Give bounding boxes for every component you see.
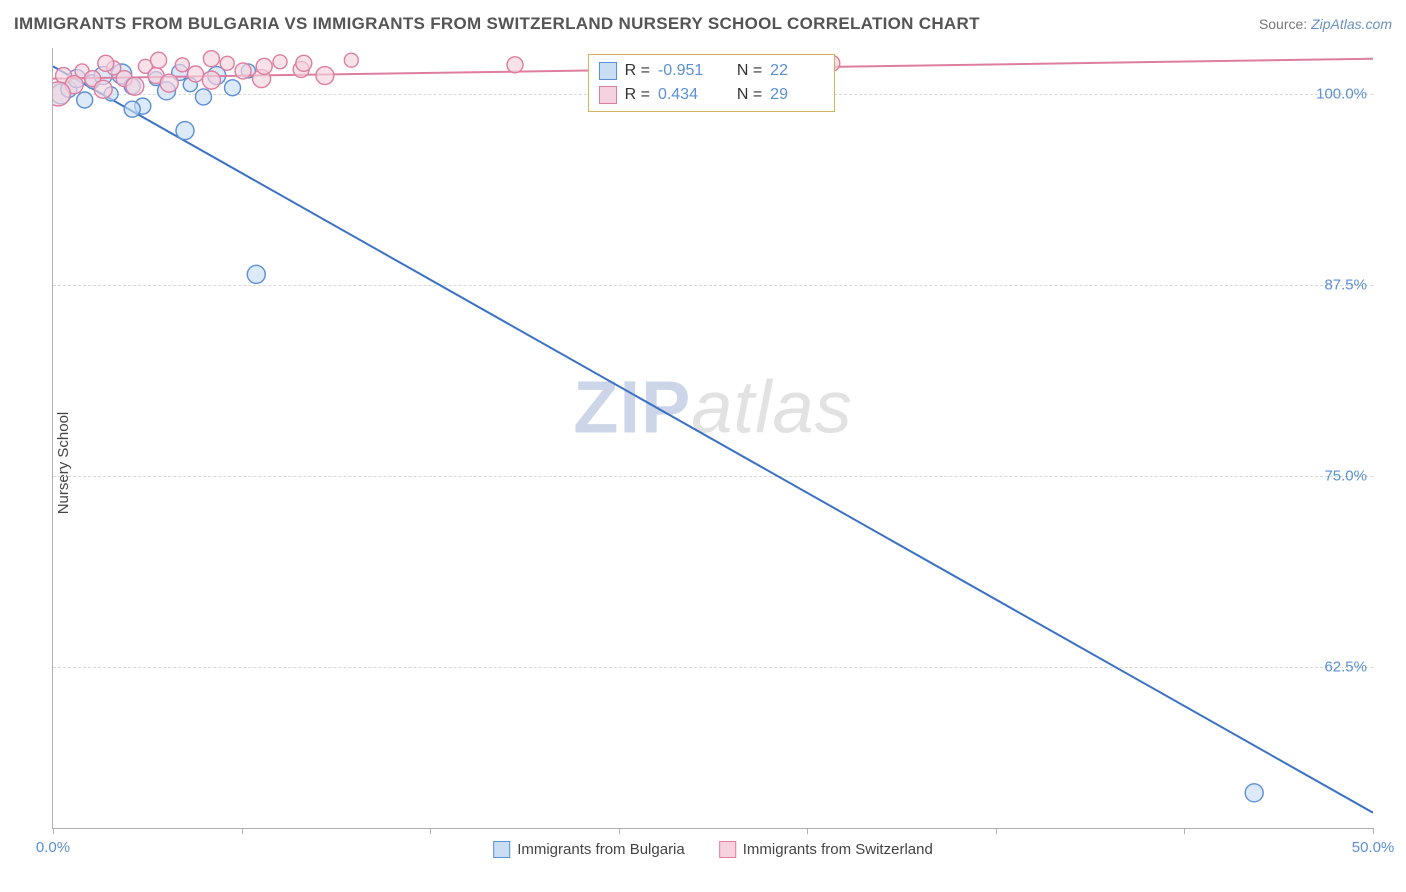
data-point[interactable] xyxy=(77,92,93,108)
trend-line xyxy=(53,66,1373,812)
data-point[interactable] xyxy=(160,74,178,92)
data-point[interactable] xyxy=(124,101,140,117)
legend-swatch xyxy=(719,841,736,858)
data-point[interactable] xyxy=(98,55,114,71)
data-point[interactable] xyxy=(188,66,204,82)
data-point[interactable] xyxy=(203,51,219,67)
chart-title: IMMIGRANTS FROM BULGARIA VS IMMIGRANTS F… xyxy=(14,14,980,34)
legend-swatch xyxy=(599,62,617,80)
stat-r-label: R = xyxy=(625,59,650,83)
stats-row: R = -0.951 N = 22 xyxy=(599,59,825,83)
x-tick xyxy=(619,828,620,834)
legend-item[interactable]: Immigrants from Bulgaria xyxy=(493,841,685,858)
data-point[interactable] xyxy=(344,53,358,67)
x-tick-label: 50.0% xyxy=(1352,839,1395,856)
x-tick xyxy=(242,828,243,834)
legend: Immigrants from Bulgaria Immigrants from … xyxy=(493,841,933,858)
x-tick xyxy=(1184,828,1185,834)
stat-r-label: R = xyxy=(625,83,650,107)
stats-row: R = 0.434 N = 29 xyxy=(599,83,825,107)
x-tick xyxy=(430,828,431,834)
x-tick-label: 0.0% xyxy=(36,839,70,856)
data-point[interactable] xyxy=(126,77,144,95)
data-point[interactable] xyxy=(151,52,167,68)
data-point[interactable] xyxy=(175,58,189,72)
source-link[interactable]: ZipAtlas.com xyxy=(1311,16,1392,32)
stats-box: R = -0.951 N = 22R = 0.434 N = 29 xyxy=(588,54,836,112)
source-prefix: Source: xyxy=(1259,16,1311,32)
legend-swatch xyxy=(599,86,617,104)
data-point[interactable] xyxy=(220,56,234,70)
stat-n-value: 22 xyxy=(770,59,824,83)
data-point[interactable] xyxy=(296,55,312,71)
x-tick xyxy=(807,828,808,834)
legend-label: Immigrants from Switzerland xyxy=(743,841,933,858)
data-point[interactable] xyxy=(225,80,241,96)
stat-n-value: 29 xyxy=(770,83,824,107)
data-point[interactable] xyxy=(53,82,70,106)
stat-n-label: N = xyxy=(737,59,762,83)
stat-n-label: N = xyxy=(737,83,762,107)
data-point[interactable] xyxy=(256,58,272,74)
data-point[interactable] xyxy=(235,63,251,79)
source-label: Source: ZipAtlas.com xyxy=(1259,16,1392,32)
chart-container: Nursery School ZIPatlas 62.5%75.0%87.5%1… xyxy=(14,48,1392,878)
legend-label: Immigrants from Bulgaria xyxy=(517,841,685,858)
data-point[interactable] xyxy=(94,80,112,98)
x-tick xyxy=(996,828,997,834)
stat-r-value: 0.434 xyxy=(658,83,712,107)
legend-item[interactable]: Immigrants from Switzerland xyxy=(719,841,933,858)
stat-r-value: -0.951 xyxy=(658,59,712,83)
data-point[interactable] xyxy=(316,67,334,85)
plot-area: ZIPatlas 62.5%75.0%87.5%100.0%0.0%50.0%R… xyxy=(52,48,1373,829)
data-point[interactable] xyxy=(1245,784,1263,802)
x-tick xyxy=(1373,828,1374,834)
data-point[interactable] xyxy=(195,89,211,105)
plot-svg xyxy=(53,48,1373,828)
data-point[interactable] xyxy=(176,122,194,140)
legend-swatch xyxy=(493,841,510,858)
data-point[interactable] xyxy=(507,57,523,73)
data-point[interactable] xyxy=(247,265,265,283)
data-point[interactable] xyxy=(273,55,287,69)
data-point[interactable] xyxy=(202,71,220,89)
x-tick xyxy=(53,828,54,834)
